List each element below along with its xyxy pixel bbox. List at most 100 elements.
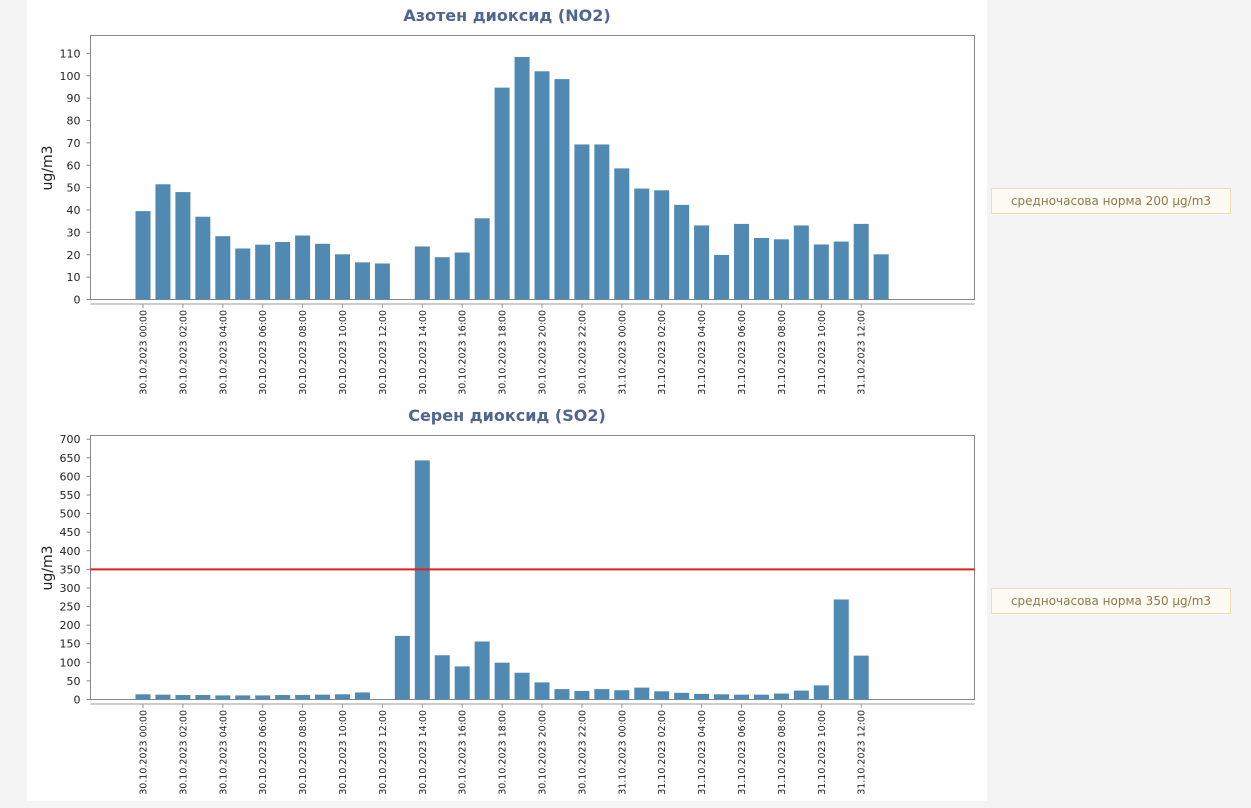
so2-x-tick-label: 30.10.2023 00:00 <box>139 710 150 795</box>
so2-bar <box>454 666 470 700</box>
no2-bar <box>654 190 670 300</box>
no2-bar <box>255 244 271 300</box>
so2-y-tick-label: 550 <box>60 489 81 502</box>
no2-x-tick-label: 30.10.2023 08:00 <box>298 310 309 395</box>
no2-y-tick-label: 40 <box>67 204 81 217</box>
so2-x-tick-label: 30.10.2023 06:00 <box>258 710 269 795</box>
so2-y-tick-label: 250 <box>60 601 81 614</box>
so2-bar <box>275 695 291 700</box>
no2-bar <box>434 257 450 300</box>
no2-bar <box>574 144 590 300</box>
no2-y-tick-label: 0 <box>74 294 81 307</box>
no2-bar <box>793 225 809 300</box>
no2-y-axis-label: ug/m3 <box>40 145 56 190</box>
so2-bar <box>195 695 211 700</box>
so2-bar <box>474 641 490 700</box>
so2-bar <box>793 690 809 700</box>
so2-x-tick-label: 30.10.2023 20:00 <box>538 710 549 795</box>
no2-bar <box>514 56 530 300</box>
no2-x-tick-label: 30.10.2023 04:00 <box>218 310 229 395</box>
no2-bar <box>275 242 291 300</box>
so2-chart-title: Серен диоксид (SO2) <box>408 406 606 425</box>
so2-bar <box>135 694 151 700</box>
so2-bar <box>175 695 191 700</box>
so2-bar <box>853 655 869 700</box>
no2-bar <box>674 204 690 300</box>
no2-x-tick-label: 30.10.2023 02:00 <box>178 310 189 395</box>
so2-y-tick-label: 300 <box>60 582 81 595</box>
no2-norm-label: средночасова норма 200 µg/m3 <box>991 188 1231 214</box>
no2-bar <box>235 248 251 300</box>
so2-y-tick-label: 50 <box>67 675 81 688</box>
no2-x-tick-label: 30.10.2023 00:00 <box>139 310 150 395</box>
so2-x-tick-label: 31.10.2023 08:00 <box>777 710 788 795</box>
no2-y-tick-label: 20 <box>67 249 81 262</box>
so2-y-tick-label: 700 <box>60 433 81 446</box>
so2-x-tick-label: 31.10.2023 00:00 <box>617 710 628 795</box>
no2-bar <box>714 254 730 300</box>
so2-y-tick-label: 0 <box>74 694 81 707</box>
no2-bar <box>554 79 570 300</box>
so2-x-tick-label: 30.10.2023 10:00 <box>338 710 349 795</box>
so2-bar <box>654 691 670 700</box>
no2-bar <box>195 216 211 300</box>
so2-bar <box>833 599 849 700</box>
so2-bar <box>753 694 769 700</box>
so2-bar <box>694 693 710 700</box>
no2-chart-title: Азотен диоксид (NO2) <box>403 6 610 25</box>
so2-plot-area <box>90 435 975 700</box>
no2-bar <box>494 87 510 300</box>
so2-y-tick-label: 200 <box>60 619 81 632</box>
so2-bar <box>813 685 829 700</box>
no2-bar <box>215 236 231 300</box>
so2-bar <box>734 694 749 700</box>
no2-bar <box>454 252 470 300</box>
so2-bar <box>295 695 311 700</box>
no2-x-tick-label: 30.10.2023 16:00 <box>458 310 469 395</box>
no2-bar <box>734 223 749 300</box>
so2-bar <box>534 682 550 700</box>
no2-bar <box>474 218 490 300</box>
so2-bar <box>594 689 610 700</box>
no2-bar <box>534 71 550 300</box>
no2-bar <box>634 188 650 300</box>
no2-x-tick-label: 31.10.2023 06:00 <box>737 310 748 395</box>
so2-bar <box>574 690 590 700</box>
no2-x-tick-label: 31.10.2023 04:00 <box>697 310 708 395</box>
no2-chart: Азотен диоксид (NO2) ug/m3 0 10 20 30 40 50 60… <box>40 6 975 395</box>
so2-bar <box>554 689 570 700</box>
no2-y-tick-label: 70 <box>67 137 81 150</box>
so2-x-tick-label: 30.10.2023 02:00 <box>178 710 189 795</box>
no2-bar <box>374 263 390 300</box>
so2-bar <box>434 655 450 700</box>
so2-x-tick-label: 30.10.2023 16:00 <box>458 710 469 795</box>
so2-bar <box>235 695 251 700</box>
so2-y-axis-label: ug/m3 <box>40 545 56 590</box>
no2-bar <box>414 246 430 300</box>
so2-norm-label: средночасова норма 350 µg/m3 <box>991 588 1231 614</box>
so2-x-tick-label: 30.10.2023 18:00 <box>498 710 509 795</box>
so2-y-tick-label: 650 <box>60 452 81 465</box>
so2-x-tick-label: 30.10.2023 22:00 <box>577 710 588 795</box>
so2-x-tick-label: 31.10.2023 06:00 <box>737 710 748 795</box>
so2-bar <box>155 694 171 700</box>
no2-x-tick-label: 30.10.2023 22:00 <box>577 310 588 395</box>
no2-bar <box>335 254 350 300</box>
so2-x-tick-label: 31.10.2023 12:00 <box>857 710 868 795</box>
so2-y-tick-label: 150 <box>60 638 81 651</box>
no2-x-tick-label: 30.10.2023 18:00 <box>498 310 509 395</box>
no2-x-tick-label: 30.10.2023 12:00 <box>378 310 389 395</box>
no2-bar <box>594 144 610 300</box>
no2-bar <box>873 254 889 300</box>
so2-y-tick-label: 100 <box>60 656 81 669</box>
no2-y-tick-label: 60 <box>67 159 81 172</box>
so2-x-tick-label: 31.10.2023 04:00 <box>697 710 708 795</box>
no2-bar <box>135 211 151 300</box>
no2-x-tick-label: 31.10.2023 10:00 <box>817 310 828 395</box>
no2-y-tick-label: 80 <box>67 115 81 128</box>
no2-bar <box>853 223 869 300</box>
so2-x-tick-label: 30.10.2023 14:00 <box>418 710 429 795</box>
so2-x-tick-label: 30.10.2023 12:00 <box>378 710 389 795</box>
so2-bar <box>494 662 510 700</box>
so2-bar <box>255 695 271 700</box>
